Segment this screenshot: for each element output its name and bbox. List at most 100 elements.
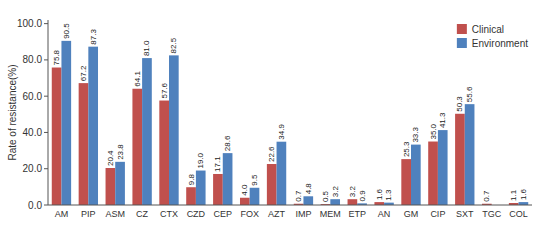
y-tick-label: 80.0 <box>23 54 43 65</box>
bar <box>186 187 196 205</box>
bar <box>277 142 287 205</box>
y-tick-label: 60.0 <box>23 91 43 102</box>
y-axis-label: Rate of resistance(%) <box>7 64 18 160</box>
data-label: 1.6 <box>375 188 384 200</box>
x-tick-label: SXT <box>456 209 474 219</box>
bar <box>52 68 62 205</box>
data-label: 87.3 <box>89 29 98 45</box>
data-label: 3.2 <box>331 186 340 198</box>
y-tick <box>44 23 48 24</box>
data-label: 22.6 <box>267 146 276 162</box>
y-tick-label: 40.0 <box>23 127 43 138</box>
data-label: 17.1 <box>213 156 222 172</box>
x-tick-label: CEP <box>214 209 233 219</box>
y-tick <box>44 205 48 206</box>
y-tick <box>44 96 48 97</box>
bar <box>465 104 475 205</box>
x-tick-label: AZT <box>268 209 286 219</box>
data-label: 1.6 <box>519 188 528 200</box>
y-tick-label: 0.0 <box>28 200 42 211</box>
x-tick-label: CZD <box>187 209 206 219</box>
data-label: 81.0 <box>142 40 151 56</box>
bar <box>401 159 411 205</box>
data-label: 9.5 <box>250 174 259 186</box>
x-tick-label: ASM <box>105 209 125 219</box>
bar <box>115 162 125 205</box>
bar <box>159 101 169 205</box>
bar <box>428 142 438 205</box>
data-label: 23.8 <box>116 144 125 160</box>
data-label: 28.6 <box>223 135 232 151</box>
data-label: 50.3 <box>455 96 464 112</box>
bar <box>303 196 313 205</box>
bar <box>411 145 421 205</box>
x-tick-label: CIP <box>430 209 445 219</box>
data-label: 0.7 <box>294 190 303 202</box>
x-tick-label: TGC <box>482 209 501 219</box>
x-tick-label: MEM <box>320 209 341 219</box>
x-tick-label: CZ <box>136 209 148 219</box>
bar <box>142 58 152 205</box>
x-tick-label: FOX <box>240 209 259 219</box>
x-tick-label: AM <box>55 209 69 219</box>
bar <box>196 171 206 205</box>
x-tick-label: PIP <box>81 209 96 219</box>
y-tick <box>44 132 48 133</box>
x-tick-label: COL <box>509 209 528 219</box>
y-tick-label: 100.0 <box>17 18 42 29</box>
bar <box>240 198 250 205</box>
bar <box>267 164 277 205</box>
legend-label: Clinical <box>472 24 504 35</box>
chart: 0.020.040.060.080.0100.075.867.220.464.1… <box>0 0 540 225</box>
data-label: 33.3 <box>411 126 420 142</box>
legend: Clinical Environment <box>457 24 528 49</box>
x-tick-label: IMP <box>295 209 311 219</box>
data-label: 64.1 <box>133 71 142 87</box>
bar <box>61 41 71 205</box>
x-axis <box>48 205 532 206</box>
data-label: 41.3 <box>438 112 447 128</box>
y-tick <box>44 168 48 169</box>
bar <box>330 199 340 205</box>
data-label: 25.3 <box>402 141 411 157</box>
x-tick-label: AN <box>378 209 391 219</box>
data-label: 1.3 <box>384 189 393 201</box>
data-label: 57.6 <box>160 82 169 98</box>
bar <box>250 188 260 205</box>
data-label: 90.5 <box>62 23 71 39</box>
y-axis <box>48 20 49 205</box>
data-label: 67.2 <box>79 65 88 81</box>
data-label: 4.0 <box>240 184 249 196</box>
data-label: 75.8 <box>52 49 61 65</box>
data-label: 0.5 <box>321 190 330 202</box>
bar <box>88 47 98 205</box>
legend-label: Environment <box>472 38 528 49</box>
bar <box>455 114 465 205</box>
x-tick-label: ETP <box>348 209 366 219</box>
data-label: 35.0 <box>429 123 438 139</box>
legend-swatch <box>457 38 467 48</box>
data-label: 0.9 <box>358 190 367 202</box>
x-tick-label: CTX <box>160 209 178 219</box>
data-label: 0.7 <box>482 190 491 202</box>
data-label: 34.9 <box>277 124 286 140</box>
bar <box>438 130 448 205</box>
bar <box>79 83 89 205</box>
bar <box>106 168 116 205</box>
bars <box>52 41 528 205</box>
data-label: 1.1 <box>509 189 518 201</box>
bar <box>213 174 223 205</box>
bar <box>348 199 358 205</box>
data-label: 9.8 <box>187 174 196 186</box>
bar <box>223 153 233 205</box>
data-label: 4.8 <box>304 183 313 195</box>
legend-swatch <box>457 24 467 34</box>
y-tick <box>44 59 48 60</box>
x-tick-label: GM <box>404 209 419 219</box>
bar <box>132 89 142 205</box>
y-tick-label: 20.0 <box>23 163 43 174</box>
data-label: 55.6 <box>465 86 474 102</box>
data-label: 19.0 <box>196 152 205 168</box>
bar <box>169 55 179 205</box>
data-label: 82.5 <box>169 37 178 53</box>
